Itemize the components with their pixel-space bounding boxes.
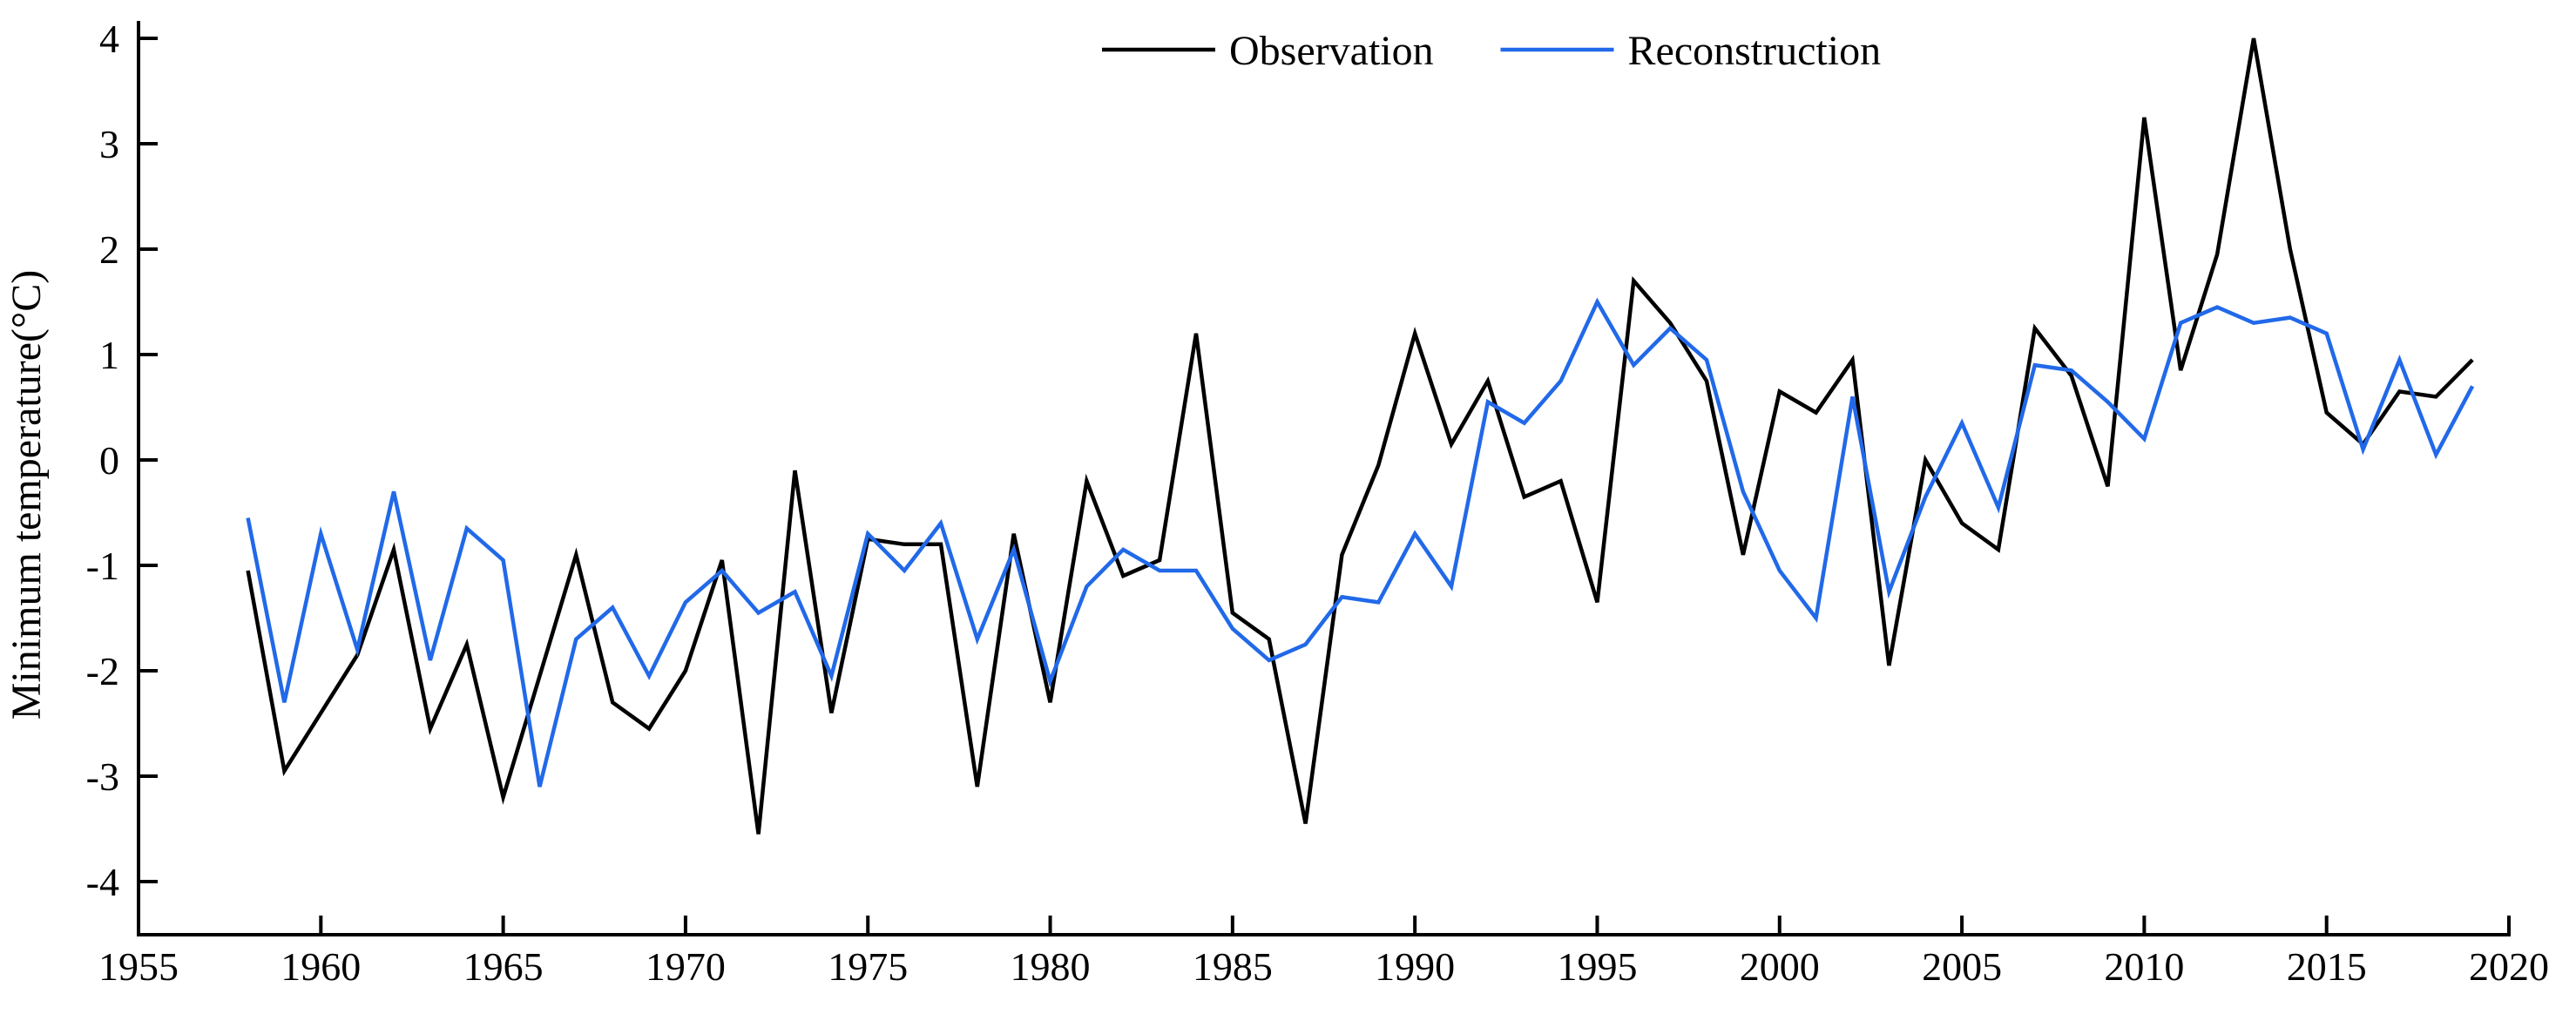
- x-tick-label: 1965: [463, 944, 544, 989]
- x-tick-label: 2010: [2104, 944, 2184, 989]
- y-tick-label: -4: [86, 860, 119, 904]
- x-tick-label: 1995: [1557, 944, 1637, 989]
- x-tick-label: 1985: [1193, 944, 1273, 989]
- y-tick-label: 3: [99, 122, 119, 166]
- x-tick-label: 1980: [1011, 944, 1091, 989]
- observation-line: [246, 37, 2474, 835]
- y-axis-title: Minimum temperature(°C): [3, 270, 50, 720]
- y-tick-label: 2: [99, 227, 119, 272]
- y-tick-label: -3: [86, 754, 119, 799]
- y-tick-label: -2: [86, 649, 119, 693]
- x-tick-label: 1975: [828, 944, 908, 989]
- x-tick-label: 1970: [646, 944, 726, 989]
- x-tick-label: 2020: [2469, 944, 2549, 989]
- x-tick-label: 1955: [98, 944, 179, 989]
- x-tick-label: 2015: [2287, 944, 2367, 989]
- legend-label-reconstruction: Reconstruction: [1628, 28, 1882, 74]
- y-tick-label: 1: [99, 333, 119, 377]
- x-tick-label: 2005: [1922, 944, 2002, 989]
- y-tick-label: 0: [99, 438, 119, 483]
- x-tick-label: 2000: [1740, 944, 1820, 989]
- x-tick-label: 1960: [281, 944, 361, 989]
- legend-label-observation: Observation: [1229, 28, 1434, 74]
- y-tick-label: 4: [99, 17, 119, 61]
- x-tick-label: 1990: [1375, 944, 1455, 989]
- reconstruction-line: [246, 297, 2475, 788]
- y-tick-label: -1: [86, 544, 119, 588]
